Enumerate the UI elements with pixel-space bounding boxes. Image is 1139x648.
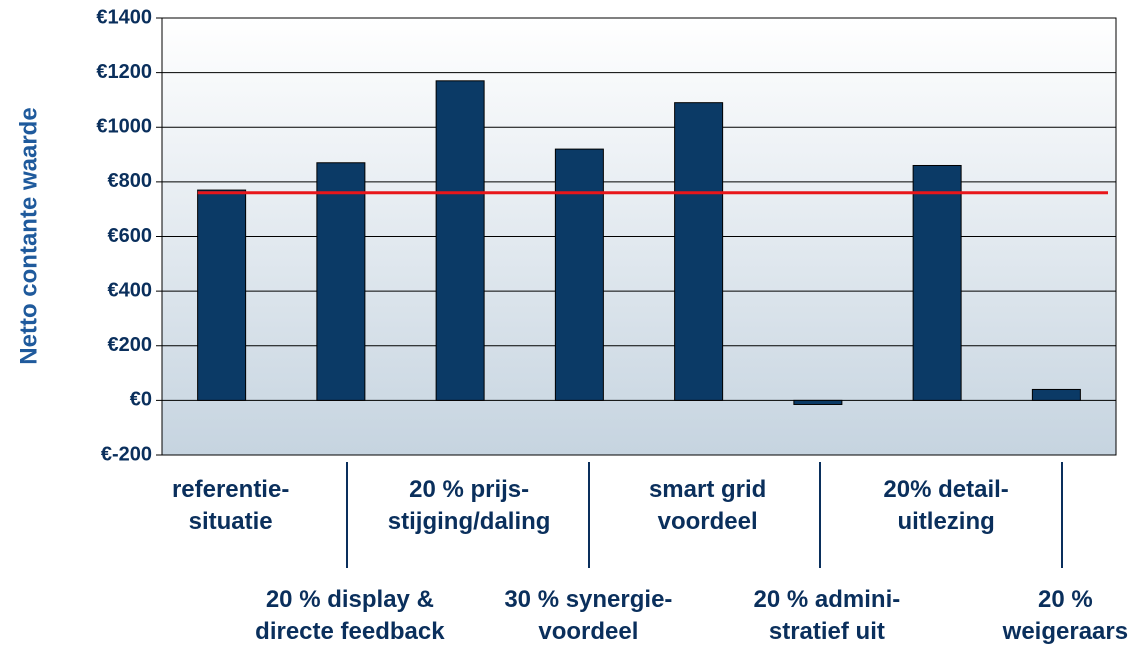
separators	[346, 462, 1063, 568]
y-tick-label: €800	[108, 170, 153, 192]
x-tick-label: 20 % display & directe feedback	[255, 586, 445, 645]
bar	[435, 80, 485, 401]
y-tick-label: €200	[108, 334, 153, 356]
bar	[674, 102, 724, 401]
bar	[554, 148, 604, 401]
y-tick-label: €1000	[96, 116, 152, 138]
x-tick-label: 20 % weigeraars	[1002, 586, 1129, 645]
x-tick-label: 20 % prijs- stijging/daling	[387, 476, 551, 535]
bar	[316, 162, 366, 401]
x-tick-label: smart grid voordeel	[648, 476, 767, 535]
y-axis-title: Netto contante waarde	[15, 107, 42, 364]
x-tick-label: 20 % admini- stratief uit	[753, 586, 901, 645]
bar	[1031, 388, 1081, 401]
y-tick-label: €600	[108, 225, 153, 247]
bar	[912, 164, 962, 401]
x-tick-label: 30 % synergie- voordeel	[504, 586, 673, 645]
y-tick-label: €-200	[101, 443, 152, 465]
bar	[197, 189, 247, 401]
x-tick-label: 20% detail- uitlezing	[883, 476, 1009, 535]
x-tick-label: referentie- situatie	[171, 476, 290, 535]
y-tick-label: €400	[108, 279, 153, 301]
y-tick-label: €1200	[96, 61, 152, 83]
bar	[793, 399, 843, 405]
y-tick-label: €0	[130, 389, 152, 411]
y-tick-label: €1400	[96, 6, 152, 28]
